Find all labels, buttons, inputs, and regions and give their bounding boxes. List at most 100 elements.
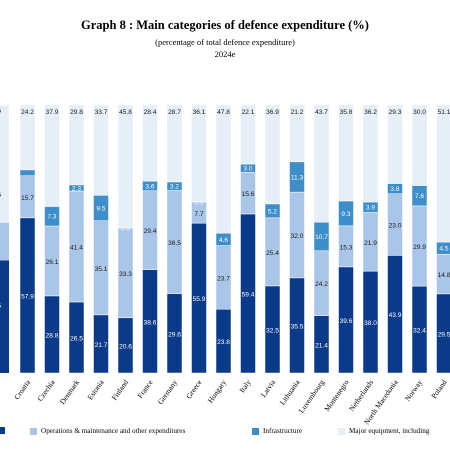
data-label: 3.8 <box>390 186 399 193</box>
category-label: Denmark <box>58 378 82 406</box>
category-label: Italy <box>237 378 252 395</box>
data-label: 28.4 <box>144 109 157 116</box>
legend-item-unnamed <box>0 427 9 434</box>
data-label: 9.3 <box>341 211 350 218</box>
data-label: 47.8 <box>217 109 230 116</box>
data-label: 38.6 <box>144 319 157 326</box>
category-label: Norway <box>403 378 424 403</box>
data-label: 36.1 <box>193 109 206 116</box>
category-label: Czechia <box>35 377 57 402</box>
data-label: 21.4 <box>315 342 328 349</box>
data-label: 29.3 <box>389 109 402 116</box>
data-label: 55.9 <box>193 296 206 303</box>
legend-item-operations: Operations & maintenance and other expen… <box>30 427 185 435</box>
data-label: 6 <box>0 108 1 115</box>
legend-label: Infrastructure <box>263 427 303 435</box>
data-label: 23.0 <box>389 223 402 230</box>
category-label: Lithuania <box>278 377 302 406</box>
data-label: 21.9 <box>364 240 377 247</box>
category-label: Finland <box>110 378 131 402</box>
data-label: 43.9 <box>389 312 402 319</box>
legend-label: Operations & maintenance and other expen… <box>41 427 186 435</box>
data-label: 22.1 <box>242 109 255 116</box>
data-label: 15.3 <box>340 244 353 251</box>
category-label: Estonia <box>85 377 106 401</box>
data-label: 23.8 <box>217 339 230 346</box>
data-label: 15.6 <box>242 191 255 198</box>
legend-item-infrastructure: Infrastructure <box>252 427 302 435</box>
bar-segment <box>387 104 403 184</box>
data-label: 33.3 <box>119 271 132 278</box>
data-label: 38.5 <box>168 240 181 247</box>
data-label: 11.3 <box>291 174 304 181</box>
cropped-bar-left-segment <box>0 222 9 261</box>
data-label: 41.4 <box>70 245 83 252</box>
data-label: 4.5 <box>439 246 448 253</box>
category-label: Hungary <box>206 378 229 405</box>
bar-segment <box>142 104 158 182</box>
data-label: 25.4 <box>266 250 279 257</box>
data-label: 30.0 <box>413 109 426 116</box>
data-label: 10.7 <box>315 234 328 241</box>
data-label: 28.8 <box>46 332 59 339</box>
data-label: 36.9 <box>266 109 279 116</box>
data-label: 7.7 <box>194 211 203 218</box>
data-label: 33.7 <box>95 109 108 116</box>
legend-swatch <box>30 427 37 435</box>
data-label: 4.6 <box>219 237 228 244</box>
chart-year: 2024e <box>214 49 236 59</box>
bar-segment <box>68 104 85 186</box>
data-label: 0.3 <box>194 200 203 207</box>
data-label: 29.9 <box>413 244 426 251</box>
data-label: 29.8 <box>70 109 83 116</box>
cropped-bar-left-segment <box>0 260 9 373</box>
data-label: 32.5 <box>266 327 279 334</box>
data-label: 39.6 <box>340 318 353 325</box>
category-label: Poland <box>429 378 448 400</box>
chart-title: Graph 8 : Main categories of defence exp… <box>81 18 369 32</box>
data-label: 7.6 <box>415 193 424 200</box>
data-label: 3.0 <box>243 166 252 173</box>
data-label: 20.6 <box>119 343 132 350</box>
category-label: France <box>136 377 155 399</box>
legend-label: Major equipment, including <box>349 427 430 435</box>
data-label: 29.6 <box>168 331 181 338</box>
bar-segment <box>19 169 36 177</box>
data-label: 59.4 <box>242 291 255 298</box>
bar-segment <box>289 104 305 163</box>
legend-item-major-equipment: Major equipment, including <box>338 427 429 435</box>
legend: Operations & maintenance and other expen… <box>0 427 450 443</box>
data-label: 2.3 <box>72 185 81 192</box>
data-label: 57.9 <box>21 293 34 300</box>
chart-subtitle: (percentage of total defence expenditure… <box>155 37 295 47</box>
data-label: 24.2 <box>21 109 34 116</box>
data-label: 24.2 <box>315 281 328 288</box>
data-label: 36.2 <box>364 109 377 116</box>
bar-segment <box>191 104 207 202</box>
data-label: 5 <box>0 192 1 199</box>
data-label: 15.7 <box>21 195 34 202</box>
data-label: 5.2 <box>268 208 277 215</box>
bar-segment <box>117 104 134 228</box>
bar-segment <box>44 104 60 207</box>
bar-segment <box>19 104 36 171</box>
category-label: Greece <box>184 377 204 400</box>
bar-segment <box>338 104 354 202</box>
bar-segment <box>313 104 330 223</box>
data-label: 3.2 <box>170 184 179 191</box>
data-label: 21.2 <box>291 109 304 116</box>
data-label: 29.5 <box>438 331 450 338</box>
data-label: 51.1 <box>438 109 450 116</box>
category-label: Latvia <box>259 377 278 398</box>
data-label: 43.7 <box>315 109 328 116</box>
data-label: 21.7 <box>95 342 108 349</box>
data-label: 23.7 <box>217 275 230 282</box>
data-label: 0.3 <box>121 226 130 233</box>
category-label: Croatia <box>12 377 32 401</box>
data-label: 14.8 <box>438 272 450 279</box>
bar-segment <box>436 104 450 243</box>
legend-swatch <box>338 427 345 435</box>
data-label: 35.8 <box>340 109 353 116</box>
data-label: 3.6 <box>145 183 154 190</box>
legend-swatch <box>0 427 5 434</box>
